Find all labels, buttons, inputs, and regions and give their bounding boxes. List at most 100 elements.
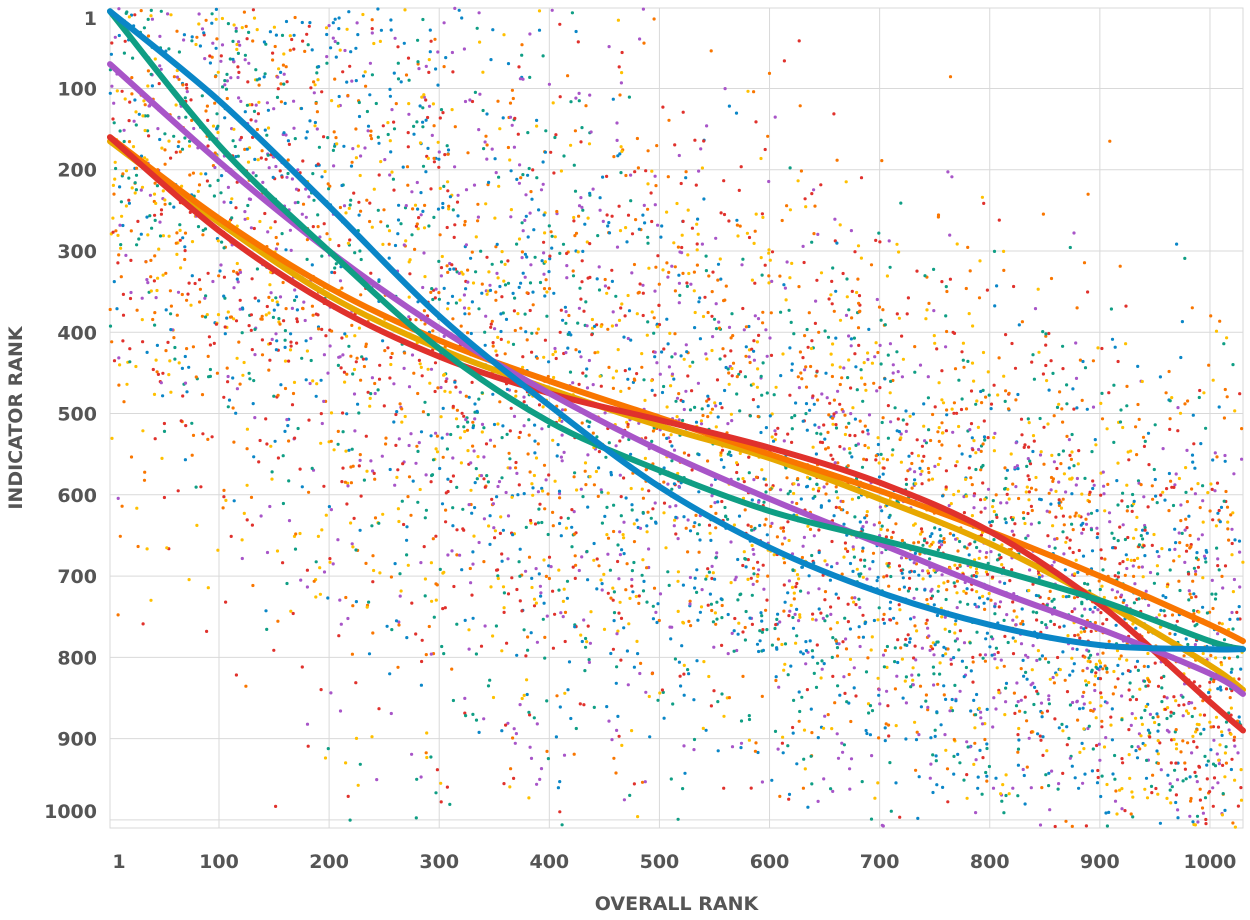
scatter-point xyxy=(1198,713,1202,717)
scatter-point xyxy=(223,83,227,87)
scatter-point xyxy=(606,491,610,495)
scatter-point xyxy=(710,290,714,294)
scatter-point xyxy=(566,346,570,350)
scatter-point xyxy=(719,211,723,215)
scatter-point xyxy=(499,260,504,264)
scatter-point xyxy=(1237,539,1242,543)
scatter-point xyxy=(330,329,334,333)
scatter-point xyxy=(1058,668,1062,672)
scatter-point xyxy=(187,365,191,369)
scatter-point xyxy=(1208,688,1212,692)
scatter-point xyxy=(649,516,653,520)
scatter-point xyxy=(1115,649,1120,653)
scatter-point xyxy=(1189,545,1193,549)
scatter-point xyxy=(836,596,841,600)
scatter-point xyxy=(641,496,646,500)
scatter-point xyxy=(918,684,923,688)
scatter-point xyxy=(1165,796,1169,801)
scatter-point xyxy=(336,104,341,108)
scatter-point xyxy=(141,340,145,344)
scatter-point xyxy=(345,27,349,31)
scatter-point xyxy=(448,195,452,199)
scatter-point xyxy=(447,207,451,211)
scatter-point xyxy=(764,483,768,487)
scatter-point xyxy=(1236,655,1240,659)
scatter-point xyxy=(732,649,736,653)
scatter-point xyxy=(134,364,138,369)
scatter-point xyxy=(152,192,157,196)
scatter-point xyxy=(834,490,839,494)
scatter-point xyxy=(462,306,467,310)
scatter-point xyxy=(1238,392,1242,396)
scatter-point xyxy=(337,94,341,99)
scatter-point xyxy=(1102,484,1106,488)
scatter-point xyxy=(897,250,901,254)
scatter-point xyxy=(795,607,799,612)
scatter-point xyxy=(913,720,917,724)
scatter-point xyxy=(1194,569,1198,574)
scatter-point xyxy=(944,345,948,349)
scatter-point xyxy=(913,345,917,349)
scatter-point xyxy=(153,181,157,185)
scatter-point xyxy=(316,162,320,166)
scatter-point xyxy=(341,430,345,434)
scatter-point xyxy=(858,520,862,524)
scatter-point xyxy=(600,582,604,586)
scatter-point xyxy=(904,701,909,705)
scatter-point xyxy=(225,96,229,101)
scatter-point xyxy=(626,293,630,298)
scatter-point xyxy=(452,235,456,239)
scatter-point xyxy=(301,307,305,311)
scatter-point xyxy=(152,392,157,396)
scatter-point xyxy=(796,375,800,379)
scatter-point xyxy=(236,272,240,276)
scatter-point xyxy=(480,422,485,426)
scatter-point xyxy=(162,495,166,500)
scatter-point xyxy=(1061,497,1065,501)
scatter-point xyxy=(670,459,674,463)
scatter-point xyxy=(1040,654,1044,658)
scatter-point xyxy=(1100,346,1104,351)
scatter-point xyxy=(354,681,358,685)
scatter-point xyxy=(521,77,525,81)
scatter-point xyxy=(860,780,864,784)
scatter-point xyxy=(876,676,880,680)
scatter-point xyxy=(638,671,642,676)
scatter-point xyxy=(447,204,451,208)
scatter-point xyxy=(118,363,122,367)
scatter-point xyxy=(284,19,289,24)
scatter-point xyxy=(1048,808,1052,812)
scatter-point xyxy=(641,558,645,562)
scatter-point xyxy=(477,730,481,735)
scatter-point xyxy=(205,629,209,634)
scatter-point xyxy=(756,750,760,755)
scatter-point xyxy=(1123,573,1127,578)
scatter-point xyxy=(169,312,173,316)
scatter-point xyxy=(366,129,370,133)
scatter-point xyxy=(181,394,185,398)
scatter-point xyxy=(618,530,622,534)
scatter-point xyxy=(648,735,652,739)
scatter-point xyxy=(874,341,878,345)
scatter-point xyxy=(693,576,697,580)
scatter-point xyxy=(1009,452,1013,456)
scatter-point xyxy=(704,254,708,258)
scatter-point xyxy=(838,402,842,406)
scatter-point xyxy=(147,134,151,138)
scatter-point xyxy=(223,325,227,329)
scatter-point xyxy=(1103,557,1107,561)
scatter-point xyxy=(554,735,559,739)
scatter-point xyxy=(359,378,363,382)
scatter-point xyxy=(618,152,622,156)
scatter-point xyxy=(229,200,233,205)
scatter-point xyxy=(1166,706,1170,710)
scatter-point xyxy=(1211,518,1215,522)
scatter-point xyxy=(504,490,508,495)
scatter-point xyxy=(988,520,992,524)
scatter-point xyxy=(803,767,807,771)
scatter-point xyxy=(817,528,821,532)
scatter-point xyxy=(1064,490,1068,494)
scatter-point xyxy=(687,619,691,624)
scatter-point xyxy=(338,279,343,283)
scatter-point xyxy=(630,584,634,588)
